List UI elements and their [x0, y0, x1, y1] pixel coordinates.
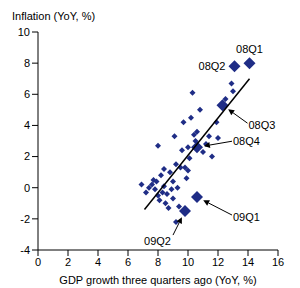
- svg-text:2: 2: [24, 150, 30, 162]
- svg-text:0: 0: [35, 256, 41, 268]
- html-text:Inflation (YoY, %): Inflation (YoY, %): [12, 10, 96, 22]
- svg-text:08Q1: 08Q1: [236, 43, 263, 55]
- svg-text:GDP growth three quarters ago: GDP growth three quarters ago (YoY, %): [59, 274, 256, 286]
- svg-text:09Q1: 09Q1: [233, 211, 260, 223]
- svg-text:10: 10: [18, 26, 30, 38]
- svg-text:09Q2: 09Q2: [144, 235, 171, 247]
- svg-text:14: 14: [242, 256, 254, 268]
- svg-text:4: 4: [24, 119, 30, 131]
- svg-text:08Q2: 08Q2: [199, 60, 226, 72]
- svg-text:4: 4: [95, 256, 101, 268]
- svg-text:6: 6: [24, 88, 30, 100]
- svg-text:12: 12: [212, 256, 224, 268]
- svg-text:-2: -2: [20, 213, 30, 225]
- svg-text:-4: -4: [20, 244, 30, 256]
- svg-text:2: 2: [65, 256, 71, 268]
- svg-text:08Q3: 08Q3: [249, 119, 276, 131]
- svg-text:6: 6: [125, 256, 131, 268]
- svg-text:16: 16: [272, 256, 284, 268]
- svg-text:8: 8: [155, 256, 161, 268]
- svg-text:10: 10: [182, 256, 194, 268]
- svg-text:0: 0: [24, 182, 30, 194]
- svg-text:8: 8: [24, 57, 30, 69]
- svg-text:08Q4: 08Q4: [233, 135, 260, 147]
